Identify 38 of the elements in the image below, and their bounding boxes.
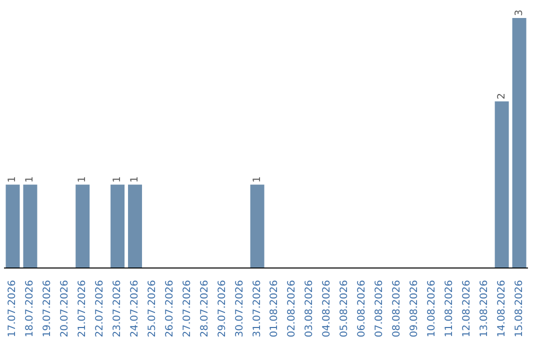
x-tick-label: 26.07.2026 <box>164 280 176 338</box>
x-tick-label: 11.08.2026 <box>444 280 455 338</box>
x-tick-label: 02.08.2026 <box>286 280 298 338</box>
x-tick-label: 14.08.2026 <box>496 280 508 338</box>
x-tick-label: 19.07.2026 <box>42 280 54 338</box>
x-tick-label: 28.07.2026 <box>199 280 210 338</box>
x-tick-label: 13.08.2026 <box>478 280 490 338</box>
x-tick-label: 01.08.2026 <box>269 280 280 338</box>
x-tick-label: 06.08.2026 <box>356 280 368 338</box>
x-tick-label: 05.08.2026 <box>339 280 350 338</box>
x-tick-label: 12.08.2026 <box>461 280 472 338</box>
data-label: 1 <box>130 176 141 183</box>
x-tick-label: 24.07.2026 <box>130 280 140 338</box>
x-tick-label: 08.08.2026 <box>392 280 402 338</box>
x-tick-label: 25.07.2026 <box>146 280 158 338</box>
x-tick-label: 04.08.2026 <box>322 280 333 338</box>
data-label: 1 <box>252 176 263 183</box>
x-tick-label: 09.08.2026 <box>408 280 420 338</box>
x-tick-label: 20.07.2026 <box>60 280 71 338</box>
x-tick-label: 03.08.2026 <box>304 280 316 338</box>
x-tick-label: 21.07.2026 <box>77 280 88 338</box>
x-tick-label: 07.08.2026 <box>374 280 386 338</box>
x-tick-label: 10.08.2026 <box>426 280 438 338</box>
data-label: 3 <box>514 10 525 16</box>
x-tick-label: 15.08.2026 <box>514 280 525 338</box>
data-label: 1 <box>7 176 18 183</box>
x-tick-label: 30.07.2026 <box>234 280 246 338</box>
data-label: 2 <box>496 92 508 100</box>
x-tick-label: 17.07.2026 <box>7 280 18 338</box>
x-tick-label: 18.07.2026 <box>24 280 36 338</box>
x-tick-label: 31.07.2026 <box>252 280 263 338</box>
x-tick-label: 23.07.2026 <box>112 280 124 338</box>
x-tick-label: 22.07.2026 <box>94 280 106 338</box>
data-label: 1 <box>24 176 36 183</box>
x-tick-label: 27.07.2026 <box>182 280 193 338</box>
data-label: 1 <box>112 176 124 183</box>
x-tick-label: 29.07.2026 <box>216 280 228 338</box>
data-label: 1 <box>77 176 88 183</box>
